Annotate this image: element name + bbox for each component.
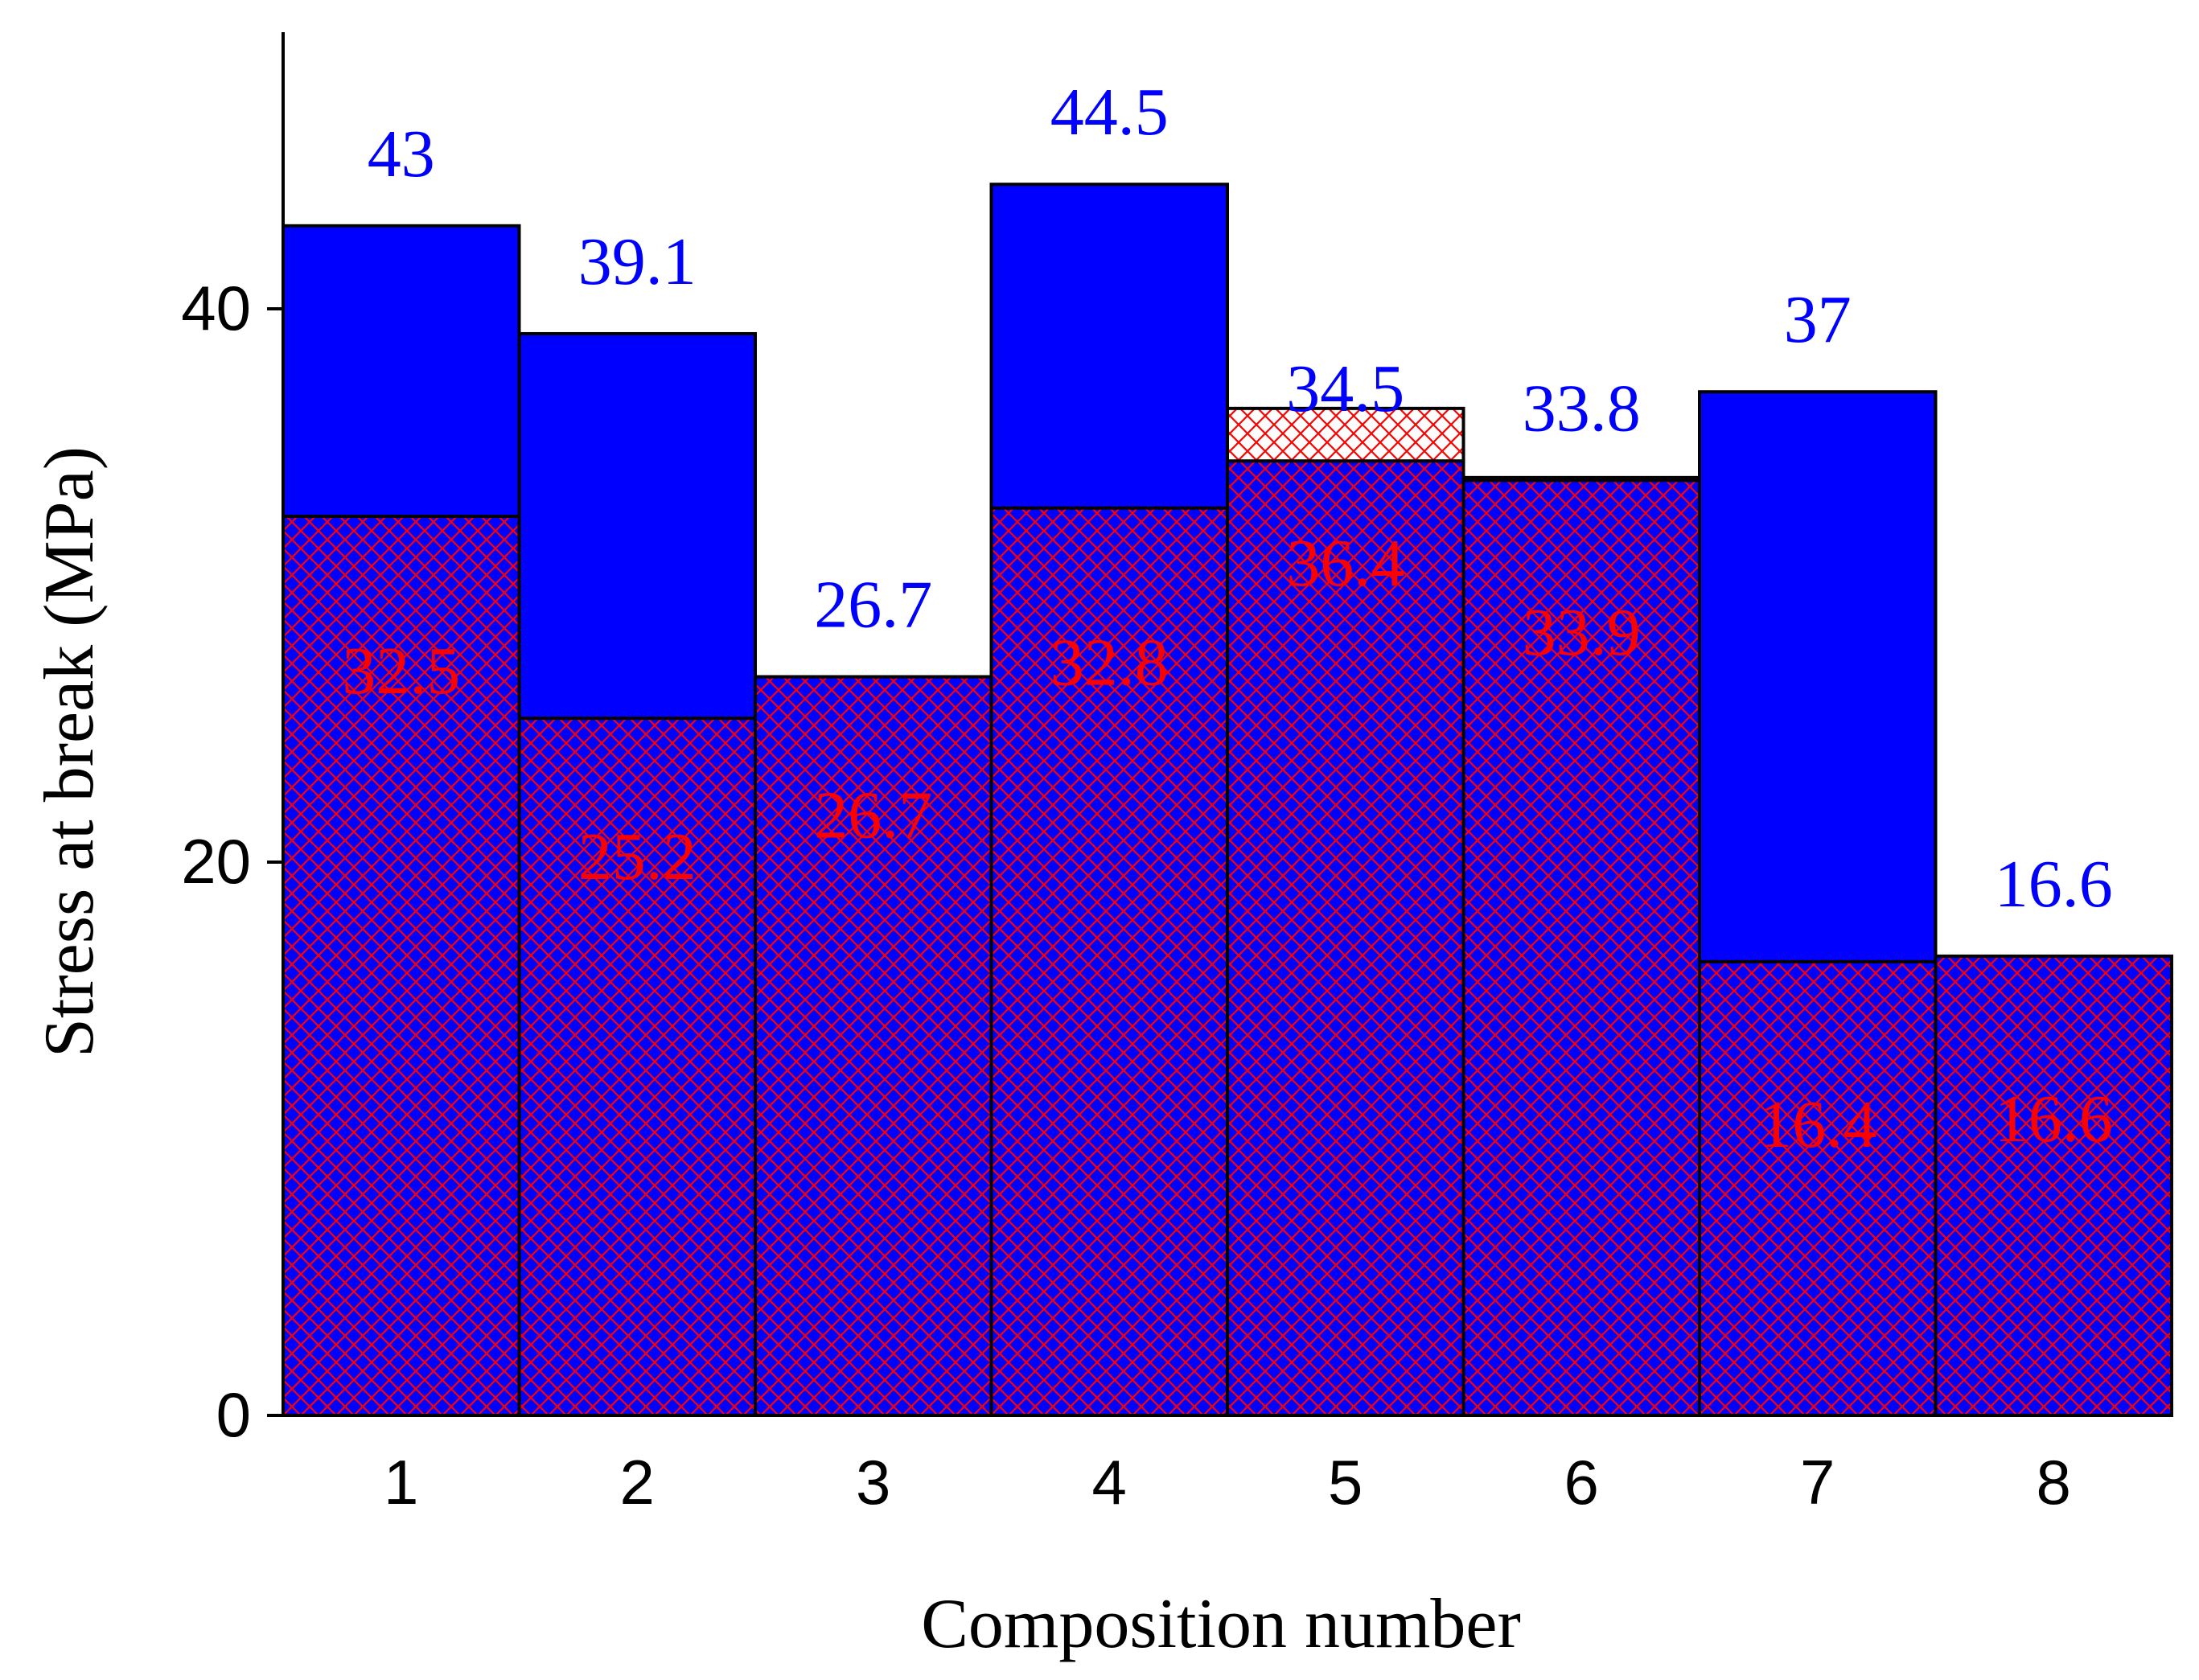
x-axis-title: Composition number <box>921 1585 1521 1663</box>
bar-hatch-6 <box>1463 477 1700 1415</box>
solid-value-label-8: 16.6 <box>1995 847 2113 922</box>
bar-hatch-1 <box>283 516 520 1415</box>
x-tick-label-1: 1 <box>384 1447 418 1518</box>
bar-hatch-4 <box>991 507 1227 1416</box>
bar-hatch-5 <box>1227 408 1464 1416</box>
y-tick-label-40: 40 <box>181 273 251 343</box>
bars-layer <box>282 183 2173 1418</box>
hatch-value-label-1: 32.5 <box>342 634 460 709</box>
x-tick-label-6: 6 <box>1564 1447 1599 1518</box>
hatch-value-label-6: 33.9 <box>1523 595 1641 670</box>
x-tick-label-5: 5 <box>1328 1447 1363 1518</box>
bar-hatch-7 <box>1700 961 1936 1415</box>
labels-layer: 43 32.5 1 39.1 25.2 2 26.7 26.7 3 44.5 32.8 4 34.5 36… <box>181 75 2113 1518</box>
y-axis-title: Stress at break (MPa) <box>31 446 109 1058</box>
x-tick-label-4: 4 <box>1092 1447 1127 1518</box>
hatch-value-label-4: 32.8 <box>1050 626 1169 700</box>
hatch-value-label-7: 16.4 <box>1758 1087 1876 1162</box>
solid-value-label-2: 39.1 <box>578 224 697 299</box>
x-tick-label-3: 3 <box>856 1447 890 1518</box>
hatch-value-label-5: 36.4 <box>1286 526 1404 601</box>
x-tick-label-2: 2 <box>620 1447 655 1518</box>
y-tick-label-0: 0 <box>216 1379 251 1450</box>
solid-value-label-3: 26.7 <box>814 568 932 643</box>
solid-value-label-1: 43 <box>368 117 435 191</box>
axes-layer <box>267 32 2172 1417</box>
bar-hatch-3 <box>755 676 992 1415</box>
bar-hatch-2 <box>519 718 755 1415</box>
x-tick-label-8: 8 <box>2037 1447 2071 1518</box>
hatch-value-label-2: 25.2 <box>578 819 697 894</box>
bar-hatch-8 <box>1935 955 2172 1415</box>
solid-value-label-7: 37 <box>1784 282 1852 357</box>
x-tick-label-7: 7 <box>1800 1447 1835 1518</box>
solid-value-label-5: 34.5 <box>1286 351 1404 426</box>
solid-value-label-6: 33.8 <box>1523 371 1641 446</box>
hatch-value-label-8: 16.6 <box>1995 1082 2113 1156</box>
y-tick-label-20: 20 <box>181 826 251 897</box>
hatch-value-label-3: 26.7 <box>814 778 932 853</box>
solid-value-label-4: 44.5 <box>1050 75 1169 150</box>
